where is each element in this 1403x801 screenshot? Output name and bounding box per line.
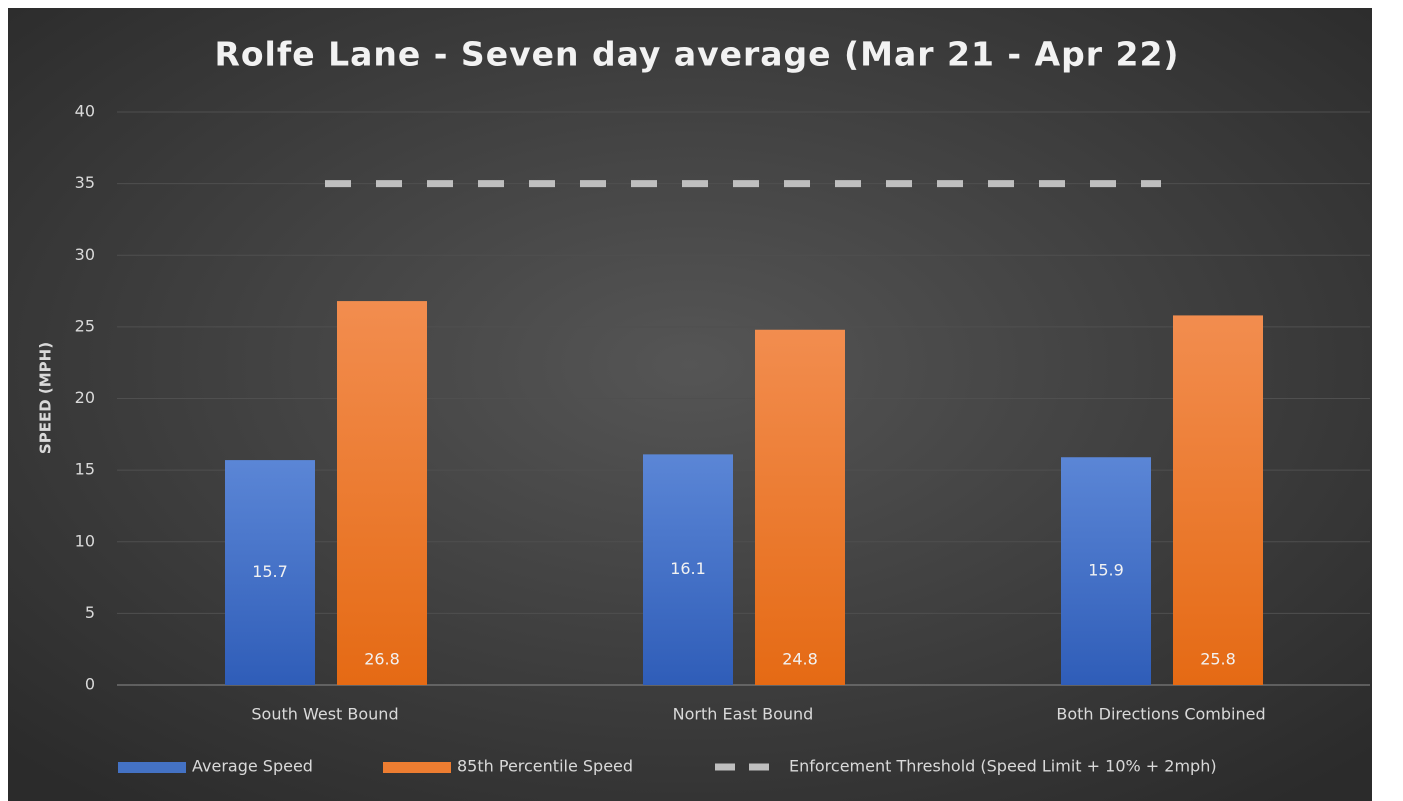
data-label: 15.7 <box>252 562 288 581</box>
data-label: 24.8 <box>782 650 818 669</box>
legend-label: Enforcement Threshold (Speed Limit + 10%… <box>789 757 1217 776</box>
bar <box>337 301 427 685</box>
y-tick-label: 5 <box>85 603 95 622</box>
y-tick-label: 10 <box>75 531 95 550</box>
legend-swatch <box>383 762 451 773</box>
y-tick-label: 20 <box>75 388 95 407</box>
y-tick-label: 25 <box>75 316 95 335</box>
bar <box>1173 315 1263 685</box>
y-tick-label: 15 <box>75 460 95 479</box>
x-tick-label: North East Bound <box>673 705 814 724</box>
data-label: 16.1 <box>670 559 706 578</box>
y-tick-label: 0 <box>85 675 95 694</box>
y-tick-label: 35 <box>75 173 95 192</box>
y-tick-label: 40 <box>75 102 95 121</box>
legend-label: Average Speed <box>192 757 313 776</box>
y-tick-label: 30 <box>75 245 95 264</box>
y-axis-label: SPEED (MPH) <box>37 342 55 454</box>
legend-label: 85th Percentile Speed <box>457 757 633 776</box>
bar <box>755 329 845 685</box>
legend-swatch <box>118 762 186 773</box>
chart-title: Rolfe Lane - Seven day average (Mar 21 -… <box>214 35 1179 74</box>
x-tick-label: South West Bound <box>251 705 398 724</box>
x-tick-label: Both Directions Combined <box>1056 705 1265 724</box>
data-label: 15.9 <box>1088 561 1124 580</box>
bar <box>1061 457 1151 685</box>
bar <box>225 460 315 685</box>
data-label: 26.8 <box>364 650 400 669</box>
bar <box>643 454 733 685</box>
data-label: 25.8 <box>1200 650 1236 669</box>
